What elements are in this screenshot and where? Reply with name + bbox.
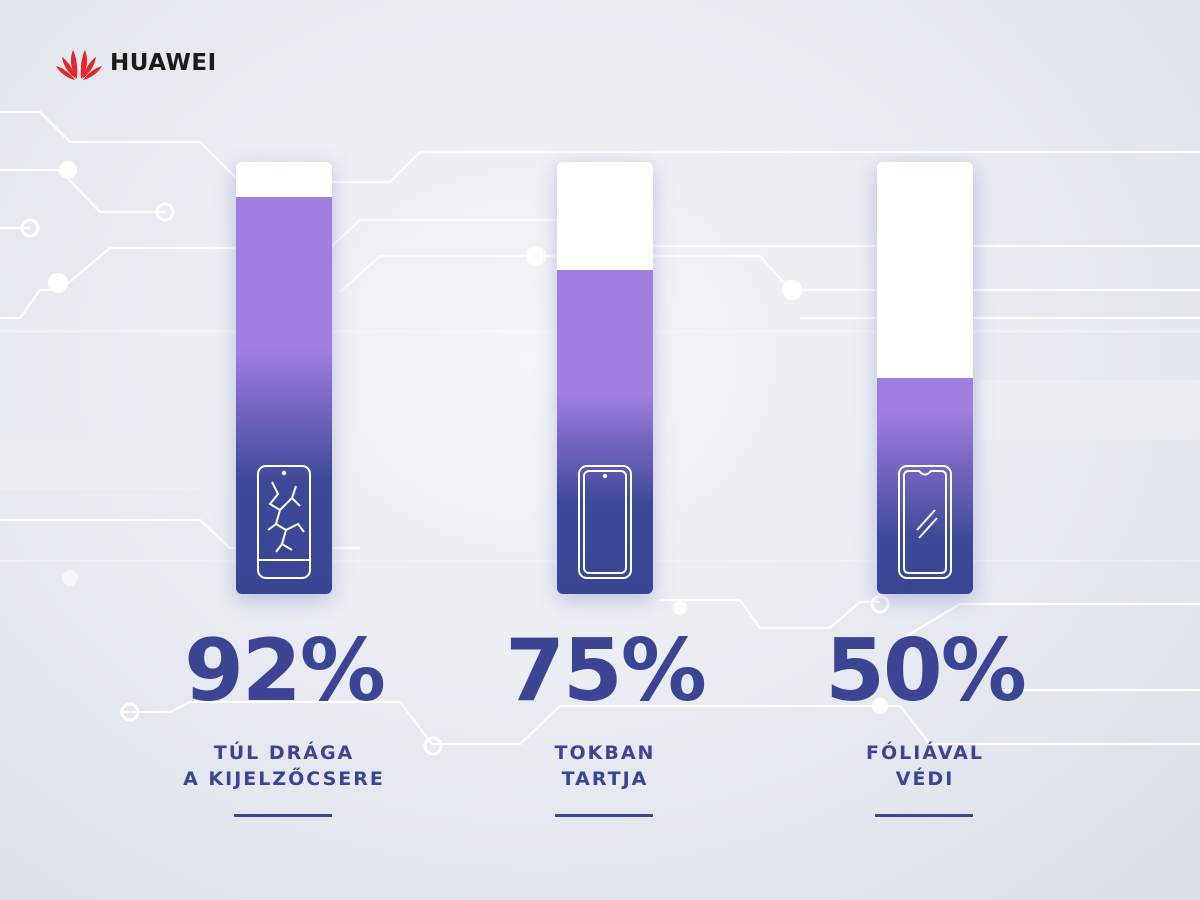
underline-2 [555, 814, 653, 817]
category-label-3-line-2: VÉDI [895, 768, 955, 790]
brand-logo: HUAWEI [54, 46, 217, 80]
screen-protector-phone-icon [898, 465, 952, 579]
huawei-flower-icon [56, 50, 102, 80]
category-label-1: TÚL DRÁGA A KIJELZŐCSERE [134, 740, 434, 792]
category-label-2-line-2: TARTJA [561, 768, 649, 790]
bar-2-fill [557, 270, 653, 594]
cracked-phone-icon [257, 465, 311, 579]
brand-name: HUAWEI [110, 50, 217, 76]
category-label-3: FÓLIÁVAL VÉDI [775, 740, 1075, 792]
category-label-3-line-1: FÓLIÁVAL [866, 742, 984, 764]
value-label-3: 50% [825, 621, 1027, 721]
category-label-1-line-1: TÚL DRÁGA [213, 742, 355, 764]
underline-1 [234, 814, 332, 817]
value-label-1: 92% [184, 621, 386, 721]
bar-2 [557, 162, 653, 594]
value-label-2: 75% [505, 621, 707, 721]
category-label-2-line-1: TOKBAN [554, 742, 656, 764]
underline-3 [875, 814, 973, 817]
phone-icon [578, 465, 632, 579]
bar-3 [877, 162, 973, 594]
category-label-2: TOKBAN TARTJA [455, 740, 755, 792]
bar-3-fill [877, 378, 973, 594]
category-label-1-line-2: A KIJELZŐCSERE [183, 768, 385, 790]
bar-1 [236, 162, 332, 594]
